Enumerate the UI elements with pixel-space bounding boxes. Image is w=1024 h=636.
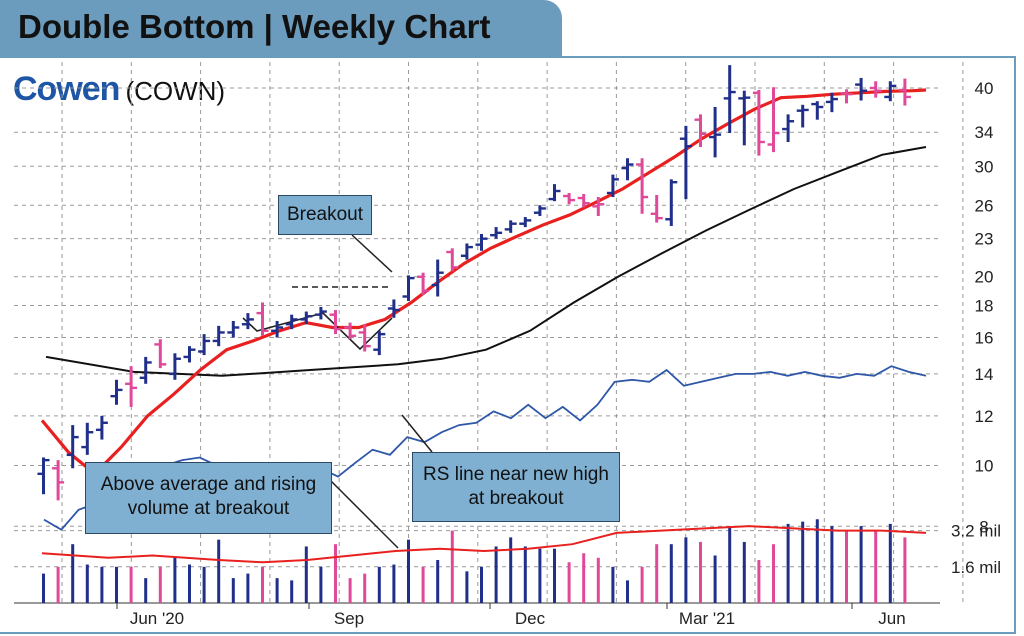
volume-tick-label: 1.6 mil xyxy=(951,558,1001,577)
x-tick-label: Sep xyxy=(334,609,364,628)
company-label: Cowen (COWN) xyxy=(13,70,225,109)
double-bottom-pattern xyxy=(242,312,393,351)
breakout-leader-line xyxy=(351,234,393,273)
x-tick-label: Jun '20 xyxy=(130,609,184,628)
title-tab: Double Bottom | Weekly Chart xyxy=(0,0,562,56)
price-tick-label: 12 xyxy=(975,407,994,426)
company-ticker: (COWN) xyxy=(125,76,226,106)
price-tick-label: 14 xyxy=(975,365,994,384)
x-tick-label: Dec xyxy=(515,609,546,628)
x-tick-label: Jun xyxy=(878,609,905,628)
rs-line-callout-text: RS line near new high at breakout xyxy=(423,464,609,509)
rs-leader-line xyxy=(401,414,433,453)
price-tick-label: 30 xyxy=(975,157,994,176)
rs-line xyxy=(43,365,927,531)
price-tick-label: 26 xyxy=(975,196,994,215)
company-name: Cowen xyxy=(13,70,120,108)
volume-callout-text: Above average and rising volume at break… xyxy=(100,474,317,519)
price-tick-label: 18 xyxy=(975,296,994,315)
price-tick-label: 16 xyxy=(975,329,994,348)
price-tick-label: 10 xyxy=(975,457,994,476)
price-tick-label: 8 xyxy=(979,517,988,536)
ma-10-week-line xyxy=(40,88,927,476)
price-tick-label: 40 xyxy=(975,79,994,98)
volume-tick-label: 3.2 mil xyxy=(951,522,1001,541)
price-tick-label: 34 xyxy=(975,123,994,142)
price-tick-label: 20 xyxy=(975,268,994,287)
chart-title: Double Bottom | Weekly Chart xyxy=(18,8,491,45)
volume-callout: Above average and rising volume at break… xyxy=(85,462,332,534)
volume-average-line xyxy=(41,525,927,564)
ma-40-week-line xyxy=(45,146,927,377)
breakout-callout: Breakout xyxy=(278,195,372,235)
breakout-callout-text: Breakout xyxy=(286,204,364,225)
x-tick-label: Mar '21 xyxy=(679,609,735,628)
volume-leader-line xyxy=(329,479,399,549)
price-tick-label: 23 xyxy=(975,230,994,249)
rs-line-callout: RS line near new high at breakout xyxy=(412,452,620,522)
